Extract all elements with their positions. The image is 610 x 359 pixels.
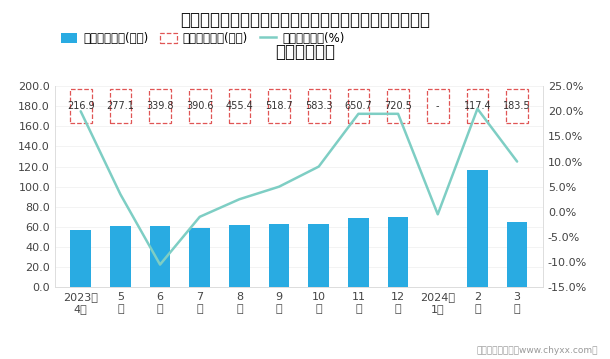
Bar — [388, 217, 409, 287]
Text: 518.7: 518.7 — [265, 101, 293, 111]
Bar — [348, 89, 369, 123]
Text: 近一年全国造纸和纸制品业出口货值当期值、累计值及同: 近一年全国造纸和纸制品业出口货值当期值、累计值及同 — [180, 11, 430, 29]
Bar — [149, 89, 171, 123]
Bar — [268, 89, 290, 123]
Bar — [308, 89, 329, 123]
Bar — [309, 224, 329, 287]
Bar — [467, 89, 488, 123]
Bar — [229, 225, 249, 287]
Text: 583.3: 583.3 — [305, 101, 332, 111]
Bar — [348, 218, 368, 287]
Bar — [149, 226, 170, 287]
Text: 455.4: 455.4 — [226, 101, 253, 111]
Text: 277.1: 277.1 — [106, 101, 134, 111]
Bar — [387, 89, 409, 123]
Bar — [427, 89, 448, 123]
Bar — [110, 89, 131, 123]
Bar — [70, 89, 92, 123]
Text: 183.5: 183.5 — [503, 101, 531, 111]
Bar — [189, 89, 210, 123]
Bar — [189, 228, 210, 287]
Text: 339.8: 339.8 — [146, 101, 174, 111]
Bar — [70, 230, 91, 287]
Bar — [229, 89, 250, 123]
Text: -: - — [436, 101, 440, 111]
Text: 117.4: 117.4 — [464, 101, 491, 111]
Text: 650.7: 650.7 — [345, 101, 372, 111]
Text: 216.9: 216.9 — [67, 101, 95, 111]
Bar — [506, 89, 528, 123]
Bar — [110, 226, 131, 287]
Text: 720.5: 720.5 — [384, 101, 412, 111]
Text: 比增长统计图: 比增长统计图 — [275, 43, 335, 61]
Text: 390.6: 390.6 — [186, 101, 213, 111]
Bar — [269, 224, 289, 287]
Text: 制图：智研咨询（www.chyxx.com）: 制图：智研咨询（www.chyxx.com） — [476, 346, 598, 355]
Bar — [507, 222, 528, 287]
Bar — [467, 169, 488, 287]
Legend: 当月出口货值(亿元), 累计出口货值(亿元), 当月同比增长(%): 当月出口货值(亿元), 累计出口货值(亿元), 当月同比增长(%) — [61, 32, 345, 45]
